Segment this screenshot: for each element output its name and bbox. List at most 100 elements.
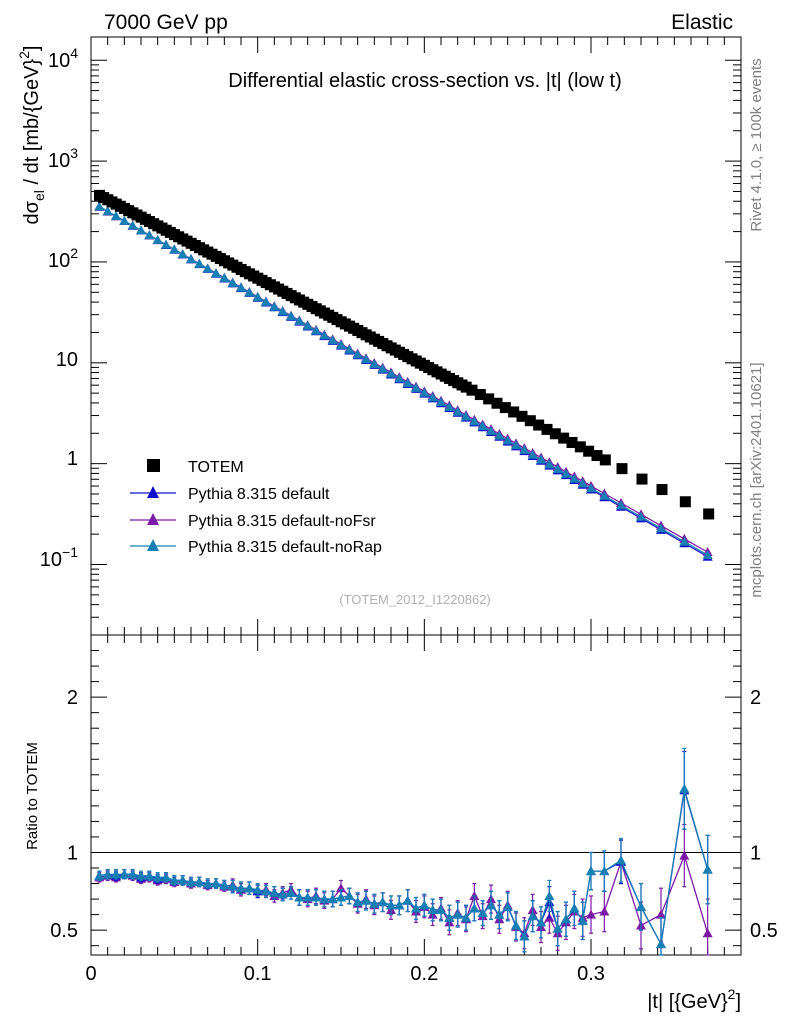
ratio-y-tick-label-right: 2: [750, 687, 761, 709]
ratio-line-noFsr: [99, 853, 709, 935]
y-tick-label-1e2: 102: [48, 245, 78, 272]
model-point-noRap: [252, 292, 263, 302]
model-point-noRap: [577, 478, 588, 488]
ratio-point-noRap: [419, 900, 430, 910]
legend-marker-norap: [147, 539, 159, 551]
y-tick-label-10: 10: [56, 349, 78, 371]
model-point-noRap: [444, 401, 455, 411]
model-point-noRap: [94, 201, 105, 211]
energy-label: 7000 GeV pp: [104, 11, 228, 34]
model-point-noRap: [469, 416, 480, 426]
y-tick-label-1e3: 103: [48, 145, 78, 172]
ratio-point-noRap: [127, 869, 138, 879]
ratio-point-noRap: [561, 914, 571, 924]
mcplots-label: mcplots.cern.ch [arXiv:2401.10621]: [748, 362, 765, 597]
model-point-noRap: [436, 397, 446, 407]
model-point-noRap: [679, 536, 690, 546]
totem-point: [549, 428, 561, 440]
ratio-point-noRap: [577, 915, 588, 925]
model-point-noRap: [269, 301, 280, 311]
ratio-point-noRap: [152, 872, 163, 882]
ratio-point-noRap: [227, 881, 238, 891]
totem-data-points: [94, 189, 715, 520]
x-tick-label: 0.3: [577, 963, 605, 985]
ratio-point-noRap: [336, 892, 346, 902]
model-point-noRap: [161, 239, 171, 249]
ratio-point-noRap: [186, 876, 196, 886]
ratio-series-noRap: [94, 747, 713, 956]
totem-point: [703, 508, 715, 520]
ratio-point-noRap: [144, 870, 155, 880]
model-point-noRap: [427, 392, 438, 402]
model-point-noRap: [336, 339, 346, 349]
ratio-point-noRap: [486, 900, 496, 910]
model-point-noRap: [211, 268, 221, 278]
ratio-series-default: [94, 750, 713, 956]
ratio-point-noRap: [536, 917, 546, 927]
model-point-noRap: [544, 459, 555, 469]
ratio-point-noRap: [302, 892, 313, 902]
totem-point: [636, 473, 648, 485]
ratio-point-noRap: [599, 866, 610, 876]
ratio-point-noFsr: [599, 906, 610, 916]
ratio-point-noRap: [169, 875, 180, 885]
model-point-noRap: [461, 411, 471, 421]
model-point-noRap: [277, 306, 288, 316]
ratio-y-tick-label: 1: [67, 842, 78, 864]
ratio-point-noRap: [286, 887, 296, 897]
x-axis-label: |t| [{GeV}2]: [647, 986, 741, 1013]
legend-label-default: Pythia 8.315 default: [188, 486, 330, 503]
totem-point: [656, 484, 668, 496]
totem-point: [491, 397, 503, 409]
legend-marker-nofsr: [147, 513, 159, 525]
ratio-point-noRap: [452, 909, 463, 919]
chart-title: Differential elastic cross-section vs. |…: [228, 70, 621, 92]
legend-label-totem: TOTEM: [188, 459, 244, 476]
main-y-axis-label: dσel / dt [mb/{GeV}2]: [16, 46, 47, 225]
ratio-point-noRap: [586, 866, 596, 876]
model-point-noRap: [352, 349, 363, 359]
analysis-id-label: (TOTEM_2012_I1220862): [339, 592, 491, 607]
totem-point: [583, 445, 595, 457]
model-point-noRap: [119, 215, 130, 225]
ratio-point-noRap: [219, 880, 230, 890]
totem-point: [483, 393, 495, 405]
ratio-point-noRap: [386, 900, 396, 910]
ratio-point-noRap: [361, 895, 371, 905]
ratio-point-noRap: [119, 869, 130, 879]
model-point-noRap: [177, 249, 188, 259]
rivet-version-label: Rivet 4.1.0, ≥ 100k events: [748, 58, 765, 231]
ratio-point-noRap: [236, 883, 246, 893]
ratio-point-noRap: [511, 920, 521, 930]
ratio-point-noRap: [202, 878, 213, 888]
model-point-noRap: [386, 368, 396, 378]
ratio-point-noRap: [211, 878, 221, 888]
x-tick-label: 0: [85, 963, 96, 985]
model-point-noRap: [236, 282, 246, 292]
x-tick-label: 0.2: [410, 963, 438, 985]
ratio-point-noRap: [444, 912, 455, 922]
model-point-noRap: [369, 358, 380, 368]
ratio-line-default: [99, 790, 709, 947]
y-tick-label-1e4: 104: [48, 45, 78, 72]
ratio-point-noRap: [519, 931, 530, 941]
totem-point: [508, 406, 520, 418]
ratio-y-axis-label: Ratio to TOTEM: [24, 742, 41, 850]
ratio-point-noRap: [502, 901, 513, 911]
ratio-point-noRap: [269, 887, 280, 897]
totem-point: [524, 415, 536, 427]
totem-point: [591, 450, 603, 462]
model-point-noRap: [169, 244, 180, 254]
ratio-point-noFsr: [336, 883, 346, 893]
totem-point: [516, 410, 528, 422]
ratio-point-noRap: [552, 923, 563, 933]
model-point-noRap: [186, 253, 196, 263]
model-point-noRap: [244, 287, 255, 297]
ratio-point-noFsr: [586, 909, 596, 919]
ratio-panel: 0.5 0.5 1 1 2 2 0 0.1 0.2 0.3 Ratio to TOTEM |t| …: [24, 634, 778, 1013]
legend-marker-totem: [147, 459, 160, 472]
ratio-frame: [90, 634, 742, 956]
model-point-noRap: [144, 230, 155, 240]
legend-marker-default: [147, 486, 159, 498]
ratio-point-noRap: [394, 900, 405, 910]
